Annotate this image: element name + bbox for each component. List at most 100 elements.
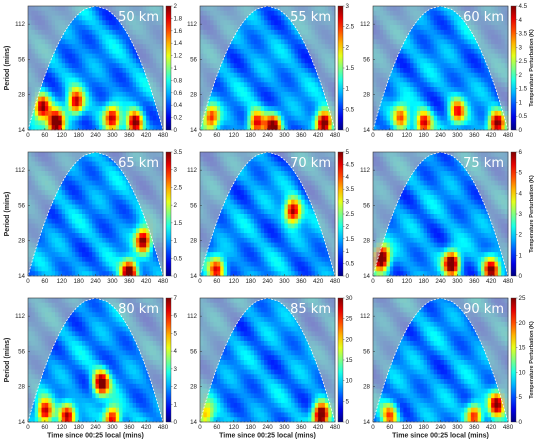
- colorbar-tick-label: 0.5: [519, 113, 528, 120]
- x-tick-label: 420: [313, 424, 324, 431]
- colorbar-tick-label: 0.5: [174, 255, 183, 262]
- colorbar-tick-label: 2: [519, 232, 523, 239]
- x-tick-label: 180: [418, 132, 429, 139]
- wavelet-panel: 80 km0 60 120 180 240 300 360 420 480142856112Pe…: [4, 295, 178, 440]
- x-tick-label: 240: [435, 278, 446, 285]
- x-tick-label: 420: [486, 132, 497, 139]
- colorbar-tick-label: 0: [519, 273, 523, 280]
- x-tick-label: 300: [107, 278, 118, 285]
- x-tick-label: 300: [107, 132, 118, 139]
- colorbar-tick-label: 3.5: [519, 31, 528, 38]
- colorbar-tick-label: 2.5: [346, 211, 355, 218]
- x-tick-label: 240: [90, 278, 101, 285]
- y-axis-label: Period (mins): [4, 46, 11, 91]
- colorbar-tick-label: 1: [174, 401, 178, 408]
- y-tick-label: 56: [18, 202, 25, 209]
- x-tick-label: 180: [73, 278, 84, 285]
- colorbar-tick-label: 2.5: [519, 58, 528, 65]
- x-tick-label: 300: [279, 424, 290, 431]
- x-tick-label: 480: [503, 278, 514, 285]
- x-tick-label: 60: [41, 132, 48, 139]
- colorbar-tick-label: 3: [519, 44, 523, 51]
- colorbar: [337, 151, 344, 277]
- altitude-label: 65 km: [118, 156, 159, 171]
- y-tick-label: 28: [18, 92, 25, 99]
- colorbar-tick-label: 0: [346, 419, 350, 426]
- colorbar-tick-label: 4: [346, 174, 350, 181]
- y-axis-label: Period (mins): [4, 192, 11, 237]
- wavelet-panel: 75 km0 60 120 180 240 300 360 420 48014285611201…: [360, 149, 535, 285]
- x-tick-label: 240: [435, 424, 446, 431]
- x-tick-label: 420: [141, 132, 152, 139]
- wavelet-panel: 85 km0 60 120 180 240 300 360 420 480142856112Ti…: [187, 295, 353, 440]
- colorbar-tick-label: 0: [519, 419, 523, 426]
- y-tick-label: 112: [187, 313, 197, 320]
- x-tick-label: 120: [229, 424, 240, 431]
- altitude-label: 60 km: [463, 10, 504, 25]
- x-tick-label: 0: [371, 278, 375, 285]
- colorbar-tick-label: 5: [174, 330, 178, 337]
- x-tick-label: 180: [245, 132, 256, 139]
- colorbar-tick-label: 20: [519, 320, 526, 327]
- y-tick-label: 14: [190, 273, 197, 280]
- colorbar-tick-label: 3: [174, 167, 178, 174]
- x-tick-label: 180: [245, 424, 256, 431]
- x-tick-label: 480: [503, 424, 514, 431]
- colorbar-tick-label: 3.5: [174, 149, 183, 156]
- colorbar-label: Temperature Perturbation (K): [529, 321, 535, 399]
- colorbar-tick-label: 0: [174, 419, 178, 426]
- y-tick-label: 56: [18, 56, 25, 63]
- y-tick-label: 112: [360, 313, 370, 320]
- y-tick-label: 14: [18, 419, 25, 426]
- x-tick-label: 60: [386, 278, 393, 285]
- colorbar-tick-label: 1: [519, 99, 523, 106]
- x-tick-label: 420: [313, 132, 324, 139]
- altitude-label: 80 km: [118, 302, 159, 317]
- colorbar-tick-label: 0.8: [174, 77, 183, 84]
- colorbar-tick-label: 0.5: [346, 261, 355, 268]
- x-tick-label: 120: [402, 424, 413, 431]
- colorbar-tick-label: 2.5: [174, 184, 183, 191]
- colorbar-tick-label: 3: [519, 211, 523, 218]
- y-tick-label: 28: [190, 384, 197, 391]
- y-tick-label: 112: [360, 167, 370, 174]
- x-tick-label: 480: [158, 132, 169, 139]
- colorbar-tick-label: 1: [519, 252, 523, 259]
- x-tick-label: 0: [26, 424, 30, 431]
- colorbar-tick-label: 1: [174, 65, 178, 72]
- x-tick-label: 60: [213, 424, 220, 431]
- coi-line: [372, 297, 509, 423]
- coi-line: [199, 297, 336, 423]
- colorbar-tick-label: 4.5: [346, 161, 355, 168]
- colorbar-tick-label: 1.5: [346, 65, 355, 72]
- altitude-label: 50 km: [118, 10, 159, 25]
- colorbar-tick-label: 4: [519, 17, 523, 24]
- wavelet-panel: 50 km0 60 120 180 240 300 360 420 480142856112Pe…: [4, 3, 183, 139]
- x-tick-label: 480: [330, 278, 341, 285]
- colorbar-tick-label: 0: [519, 127, 523, 134]
- x-tick-label: 360: [469, 424, 480, 431]
- x-tick-label: 180: [418, 424, 429, 431]
- coi-line: [27, 5, 164, 131]
- colorbar-tick-label: 6: [174, 313, 178, 320]
- colorbar-tick-label: 20: [346, 336, 353, 343]
- x-tick-label: 180: [245, 278, 256, 285]
- colorbar-tick-label: 15: [346, 357, 353, 364]
- colorbar-tick-label: 5: [519, 170, 523, 177]
- colorbar-tick-label: 2: [174, 3, 178, 10]
- colorbar-tick-label: 4: [174, 348, 178, 355]
- colorbar-tick-label: 1.5: [519, 86, 528, 93]
- x-tick-label: 240: [90, 132, 101, 139]
- y-tick-label: 56: [190, 348, 197, 355]
- colorbar: [337, 5, 344, 131]
- colorbar-tick-label: 5: [346, 149, 350, 156]
- x-tick-label: 60: [386, 424, 393, 431]
- x-tick-label: 480: [330, 132, 341, 139]
- colorbar-tick-label: 2: [346, 223, 350, 230]
- wavelet-panel: 55 km 0 60 120 180 240 300 360 420 480 14 28 56 112 0 0…: [187, 3, 355, 139]
- x-tick-label: 300: [452, 278, 463, 285]
- x-tick-label: 180: [418, 278, 429, 285]
- x-tick-label: 240: [90, 424, 101, 431]
- coi-line: [199, 151, 336, 277]
